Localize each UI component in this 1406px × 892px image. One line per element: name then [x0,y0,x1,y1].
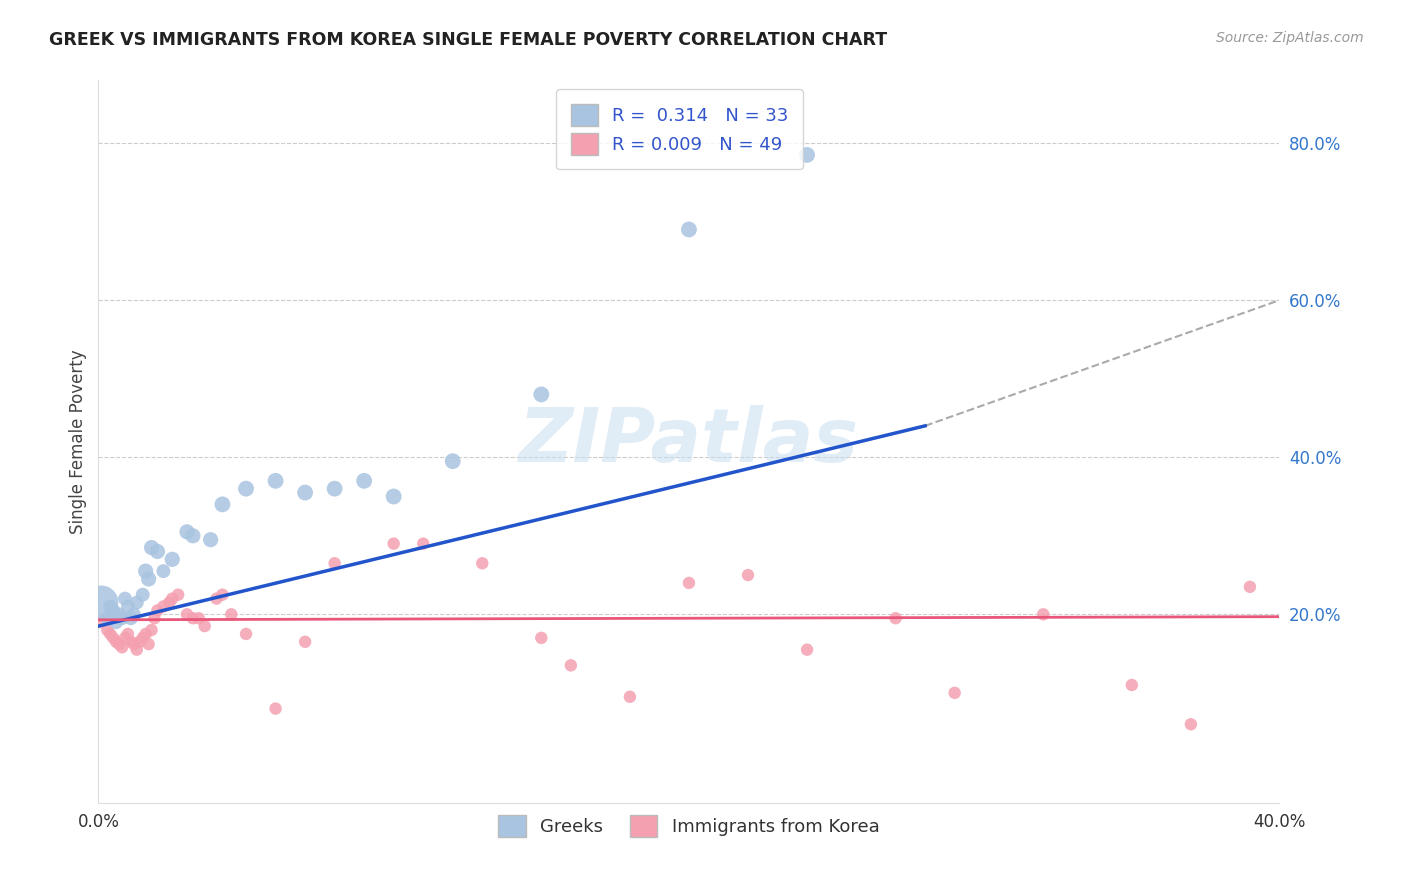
Point [141,541,163,555]
Point [96,623,118,637]
Point [1032,607,1054,622]
Point [1239,580,1261,594]
Point [211,588,233,602]
Point [382,490,405,504]
Text: ZIPatlas: ZIPatlas [519,405,859,478]
Point [200,533,222,547]
Point [323,482,346,496]
Point [111,611,134,625]
Point [323,556,346,570]
Point [135,627,157,641]
Point [187,611,209,625]
Point [125,642,148,657]
Point [235,627,257,641]
Point [1121,678,1143,692]
Point [181,529,204,543]
Point [108,637,131,651]
Point [167,588,190,602]
Legend: Greeks, Immigrants from Korea: Greeks, Immigrants from Korea [491,808,887,845]
Point [737,568,759,582]
Point [138,572,160,586]
Point [382,536,405,550]
Point [205,591,228,606]
Point [560,658,582,673]
Point [441,454,464,468]
Point [221,607,243,622]
Point [138,637,160,651]
Point [146,603,169,617]
Text: GREEK VS IMMIGRANTS FROM KOREA SINGLE FEMALE POVERTY CORRELATION CHART: GREEK VS IMMIGRANTS FROM KOREA SINGLE FE… [49,31,887,49]
Point [90,595,112,609]
Point [105,635,128,649]
Point [103,631,125,645]
Point [294,635,316,649]
Point [176,607,198,622]
Point [211,497,233,511]
Point [181,611,204,625]
Point [943,686,966,700]
Point [114,631,136,645]
Point [103,603,125,617]
Point [120,611,142,625]
Point [122,607,145,622]
Text: Source: ZipAtlas.com: Source: ZipAtlas.com [1216,31,1364,45]
Point [412,536,434,550]
Point [678,222,700,236]
Point [1180,717,1202,731]
Point [162,552,183,566]
Y-axis label: Single Female Poverty: Single Female Poverty [69,350,87,533]
Point [114,591,136,606]
Point [162,591,183,606]
Point [96,611,118,625]
Point [796,148,818,162]
Point [135,564,157,578]
Point [264,474,287,488]
Point [796,642,818,657]
Point [353,474,375,488]
Point [264,701,287,715]
Point [146,544,169,558]
Point [98,627,121,641]
Point [117,599,139,614]
Point [176,524,198,539]
Point [108,607,131,622]
Point [111,640,134,655]
Point [98,599,121,614]
Point [141,623,163,637]
Point [143,611,166,625]
Point [125,595,148,609]
Point [530,631,553,645]
Point [152,564,174,578]
Point [884,611,907,625]
Point [530,387,553,401]
Point [194,619,217,633]
Point [90,615,112,630]
Point [152,599,174,614]
Point [132,588,155,602]
Point [105,615,128,630]
Point [678,575,700,590]
Point [122,637,145,651]
Point [471,556,494,570]
Point [235,482,257,496]
Point [117,627,139,641]
Point [132,631,155,645]
Point [157,595,180,609]
Point [120,635,142,649]
Point [619,690,641,704]
Point [128,635,150,649]
Point [294,485,316,500]
